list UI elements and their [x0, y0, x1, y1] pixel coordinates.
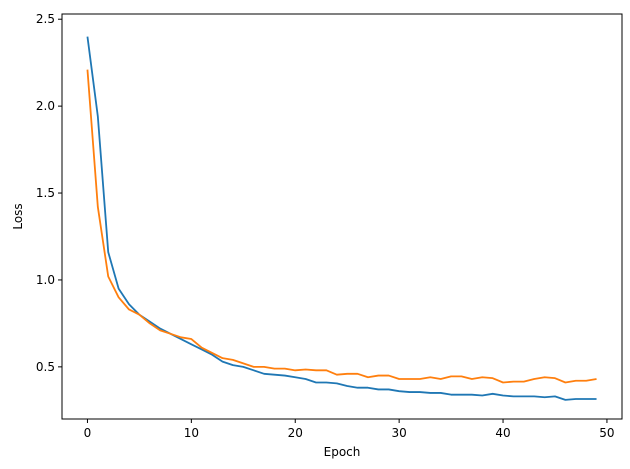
x-tick-label: 30 [392, 426, 407, 440]
y-tick-label: 1.5 [36, 186, 55, 200]
y-axis-label: Loss [11, 203, 25, 229]
y-axis-ticks: 0.5 1.0 1.5 2.0 2.5 [36, 12, 62, 374]
y-tick-label: 1.0 [36, 273, 55, 287]
y-tick-label: 2.5 [36, 12, 55, 26]
x-tick-label: 10 [184, 426, 199, 440]
y-tick-label: 0.5 [36, 360, 55, 374]
x-axis-ticks: 0 10 20 30 40 50 [84, 419, 615, 440]
plot-frame [61, 13, 623, 420]
x-tick-label: 0 [84, 426, 92, 440]
series-line-2 [86, 69, 597, 384]
y-tick-label: 2.0 [36, 99, 55, 113]
x-tick-label: 50 [599, 426, 614, 440]
series-lines [86, 36, 597, 401]
x-tick-label: 40 [495, 426, 510, 440]
x-tick-label: 20 [288, 426, 303, 440]
x-axis-label: Epoch [324, 445, 361, 459]
